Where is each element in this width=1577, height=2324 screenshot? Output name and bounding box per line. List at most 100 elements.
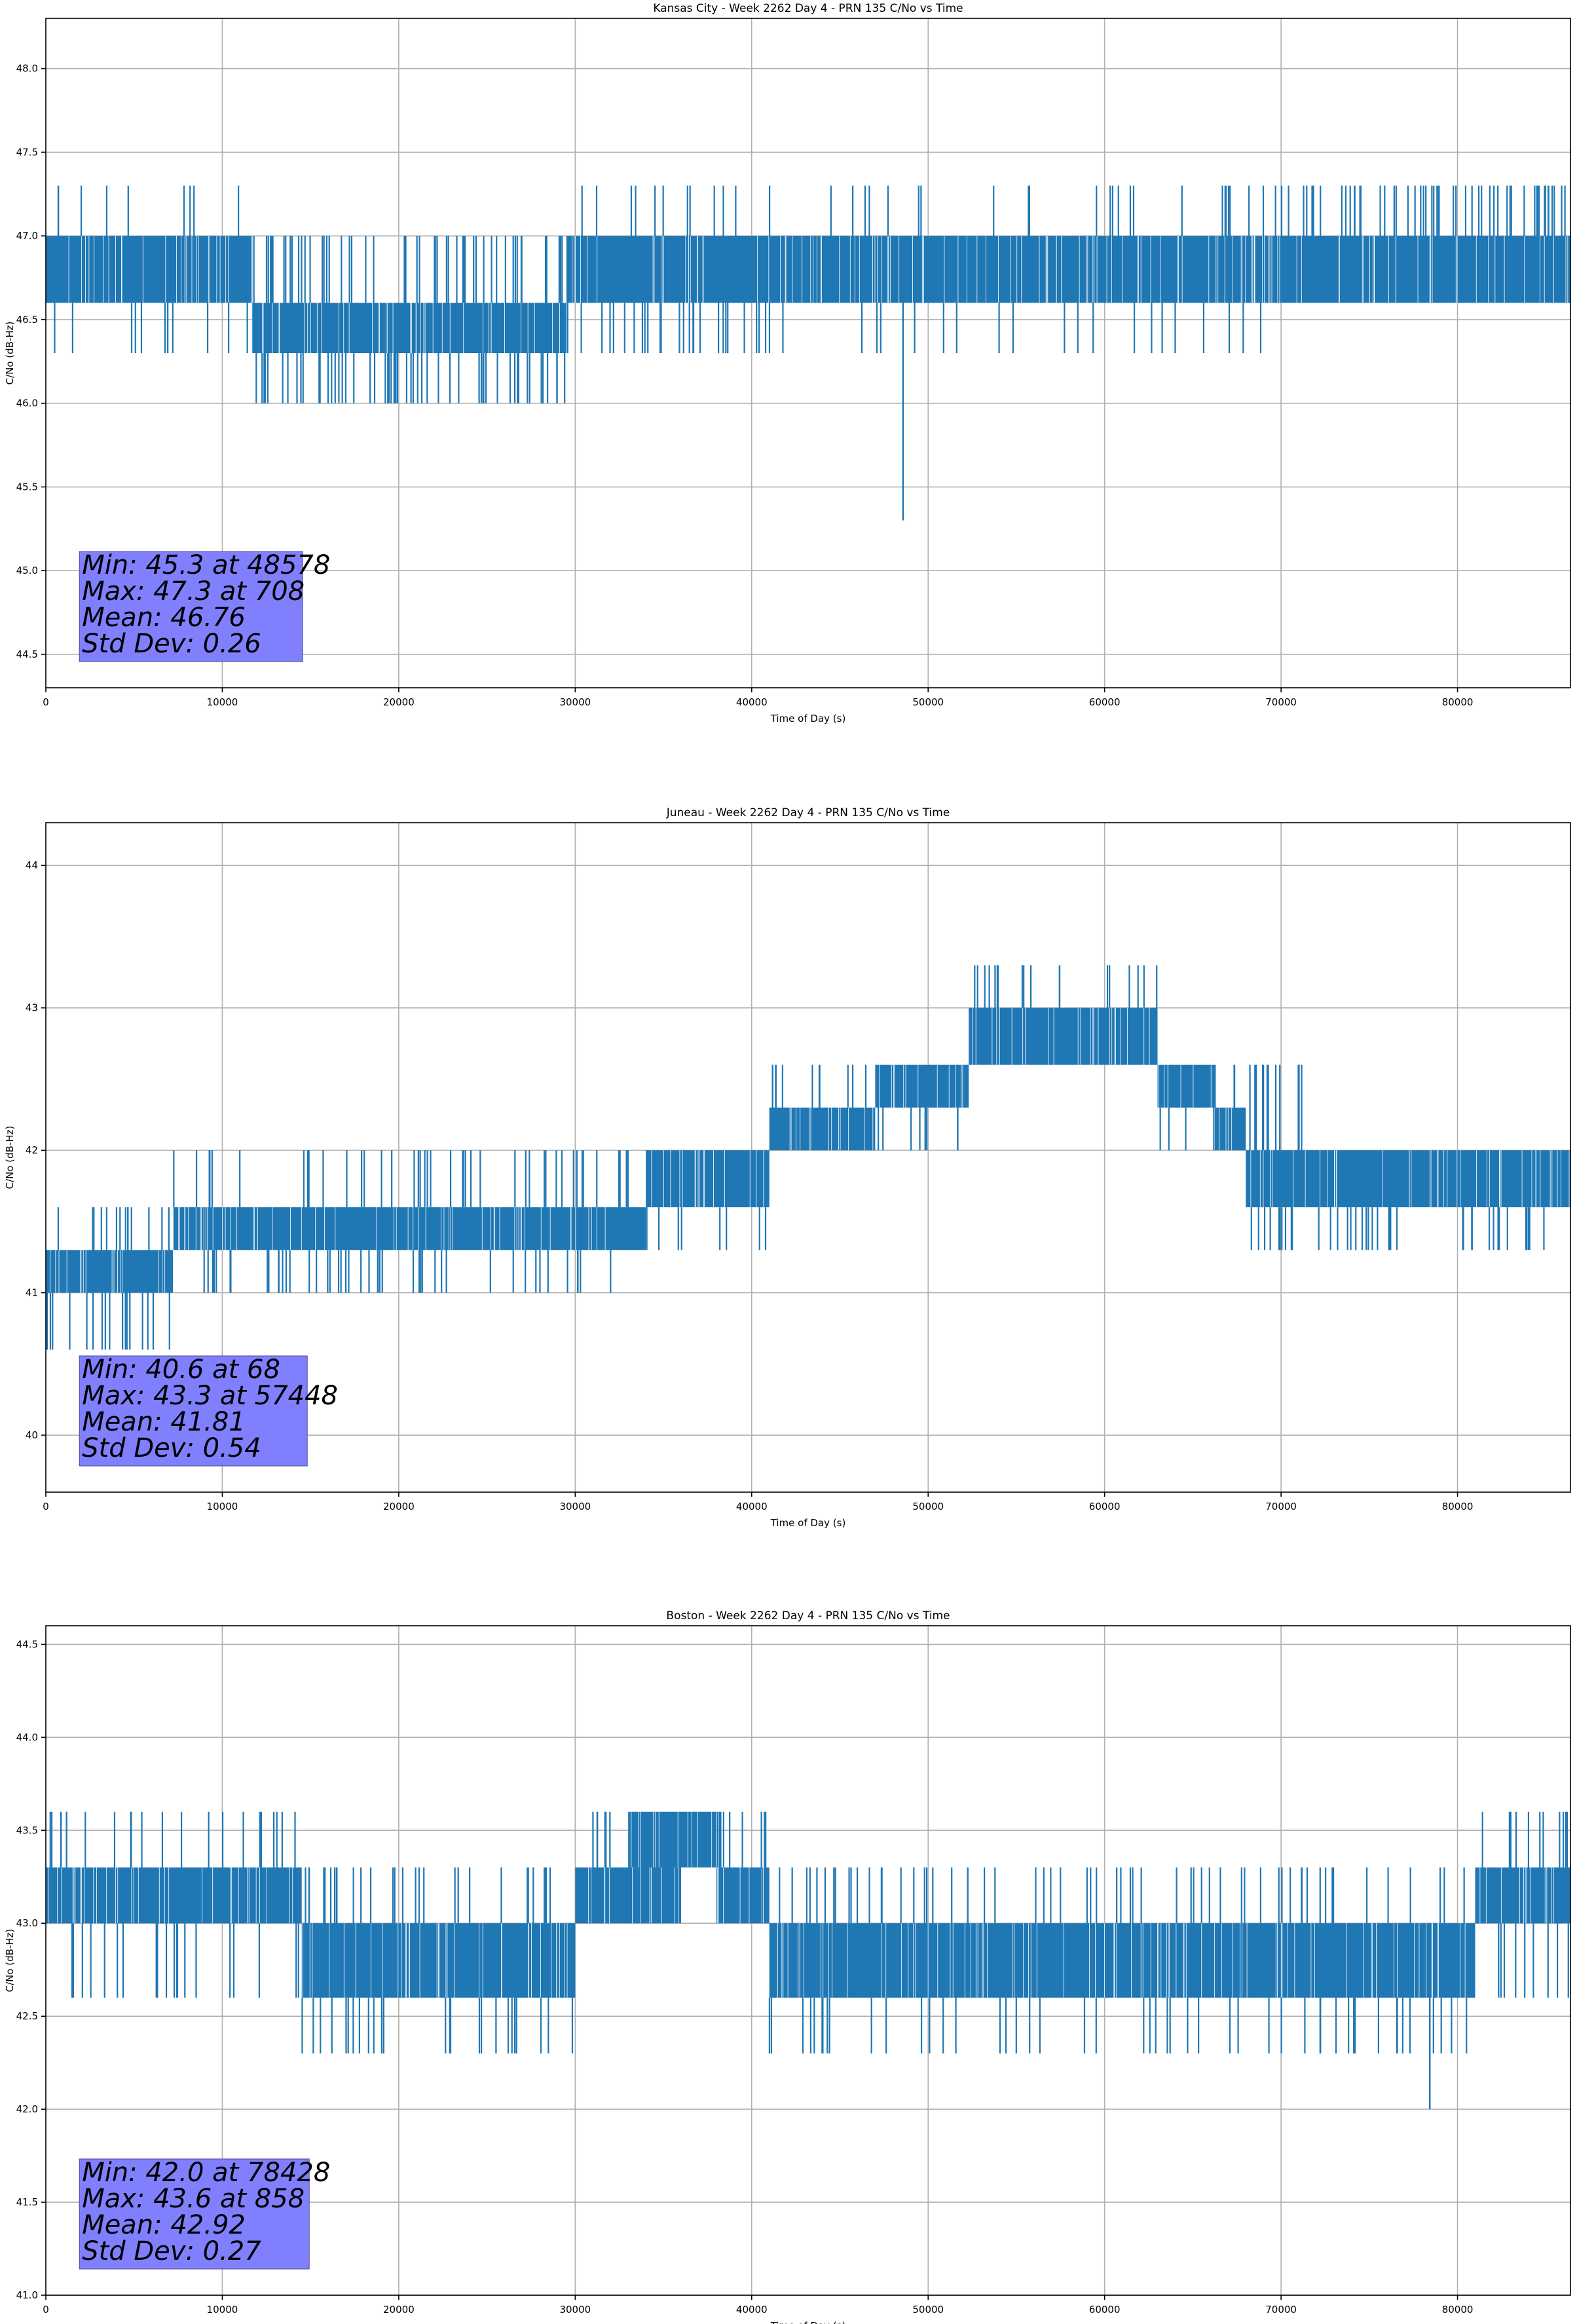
axes-frame <box>45 1625 1571 2296</box>
x-tick-label-6: 60000 <box>1089 696 1121 708</box>
x-tick-label-4: 40000 <box>736 2304 768 2315</box>
x-tick-label-6: 60000 <box>1089 2304 1121 2315</box>
x-tick-label-4: 40000 <box>736 696 768 708</box>
chart-1: 0 10000 20000 30000 40000 50000 60000 70000 8000… <box>4 806 1571 1529</box>
chart-2: 0 10000 20000 30000 40000 50000 60000 70000 8000… <box>4 1609 1571 2324</box>
x-tick-label-3: 30000 <box>559 696 591 708</box>
y-tick-label-4: 44 <box>26 859 38 871</box>
stats-line-2: Mean: 46.76 <box>82 603 246 633</box>
y-tick-label-4: 46.5 <box>16 314 38 326</box>
stats-line-0: Min: 40.6 at 68 <box>82 1355 280 1385</box>
y-tick-label-1: 45.0 <box>16 565 38 576</box>
y-tick-label-1: 41 <box>26 1287 38 1299</box>
y-axis-label: C/No (dB-Hz) <box>4 322 16 385</box>
x-tick-label-0: 0 <box>43 696 49 708</box>
x-tick-label-1: 10000 <box>207 1501 238 1512</box>
y-tick-label-2: 45.5 <box>16 481 38 493</box>
chart-title: Juneau - Week 2262 Day 4 - PRN 135 C/No … <box>666 806 950 819</box>
axes-frame <box>45 18 1571 688</box>
signal-band-0 <box>46 236 253 303</box>
y-tick-label-6: 44.0 <box>16 1731 38 1743</box>
signal-band-3 <box>628 1811 716 1868</box>
x-tick-label-3: 30000 <box>559 1501 591 1512</box>
stats-box <box>79 1355 308 1467</box>
stats-line-3: Std Dev: 0.27 <box>82 2236 261 2266</box>
y-tick-label-3: 42.5 <box>16 2010 38 2022</box>
signal-band-6 <box>1475 1867 1570 1924</box>
x-tick-label-6: 60000 <box>1089 1501 1121 1512</box>
stats-line-3: Std Dev: 0.54 <box>82 1433 261 1463</box>
x-axis-label: Time of Day (s) <box>770 1517 846 1529</box>
x-tick-label-7: 70000 <box>1265 2304 1297 2315</box>
stats-box <box>79 551 303 662</box>
chart-0: 0 10000 20000 30000 40000 50000 60000 70000 8000… <box>4 2 1571 724</box>
y-axis-label: C/No (dB-Hz) <box>4 1126 16 1190</box>
x-tick-label-3: 30000 <box>559 2304 591 2315</box>
series-line <box>46 965 1570 1350</box>
x-tick-label-0: 0 <box>43 2304 49 2315</box>
signal-band-4 <box>716 1867 770 1924</box>
y-tick-label-0: 44.5 <box>16 648 38 660</box>
stats-line-0: Min: 42.0 at 78428 <box>82 2158 330 2188</box>
y-tick-label-3: 46.0 <box>16 398 38 409</box>
signal-band-5 <box>969 1007 1158 1065</box>
stats-line-2: Mean: 42.92 <box>82 2210 246 2240</box>
signal-band-8 <box>1246 1150 1570 1208</box>
axes-frame <box>45 822 1571 1493</box>
signal-band-1 <box>252 303 316 353</box>
signal-band-6 <box>1157 1064 1216 1108</box>
signal-band-0 <box>46 1867 302 1924</box>
y-tick-label-0: 41.0 <box>16 2289 38 2301</box>
x-tick-label-8: 80000 <box>1442 2304 1474 2315</box>
stats-line-3: Std Dev: 0.26 <box>82 629 261 659</box>
stats-box <box>79 2158 310 2270</box>
y-axis-label: C/No (dB-Hz) <box>4 1929 16 1993</box>
y-tick-label-2: 42 <box>26 1144 38 1156</box>
x-axis-label: Time of Day (s) <box>770 2320 846 2324</box>
y-tick-label-7: 44.5 <box>16 1638 38 1650</box>
stats-line-1: Max: 47.3 at 708 <box>82 576 305 607</box>
stats-line-1: Max: 43.3 at 57448 <box>82 1381 338 1411</box>
x-tick-label-4: 40000 <box>736 1501 768 1512</box>
series-line <box>46 1811 1570 2110</box>
x-tick-label-1: 10000 <box>207 2304 238 2315</box>
signal-band-2 <box>316 303 566 353</box>
y-tick-label-7: 48.0 <box>16 63 38 75</box>
stats-line-2: Mean: 41.81 <box>82 1407 246 1437</box>
x-tick-label-2: 20000 <box>383 696 415 708</box>
y-tick-label-6: 47.5 <box>16 146 38 158</box>
signal-band-2 <box>575 1867 681 1924</box>
signal-band-7 <box>1215 1107 1246 1151</box>
x-tick-label-5: 50000 <box>912 2304 944 2315</box>
y-tick-label-4: 43.0 <box>16 1917 38 1929</box>
chart-title: Kansas City - Week 2262 Day 4 - PRN 135 … <box>653 2 963 15</box>
x-tick-label-2: 20000 <box>383 2304 415 2315</box>
y-tick-label-3: 43 <box>26 1002 38 1014</box>
x-tick-label-7: 70000 <box>1265 696 1297 708</box>
x-tick-label-0: 0 <box>43 1501 49 1512</box>
x-tick-label-7: 70000 <box>1265 1501 1297 1512</box>
series-line <box>46 185 1570 521</box>
x-tick-label-8: 80000 <box>1442 696 1474 708</box>
x-tick-label-5: 50000 <box>912 696 944 708</box>
x-tick-label-1: 10000 <box>207 696 238 708</box>
signal-band-3 <box>769 1107 876 1151</box>
signal-band-1 <box>173 1207 646 1250</box>
chart-title: Boston - Week 2262 Day 4 - PRN 135 C/No … <box>666 1609 950 1622</box>
signal-band-4 <box>875 1064 969 1108</box>
y-tick-label-5: 47.0 <box>16 230 38 242</box>
y-tick-label-0: 40 <box>26 1429 38 1441</box>
signal-band-3 <box>566 236 1570 303</box>
x-tick-label-8: 80000 <box>1442 1501 1474 1512</box>
stats-line-1: Max: 43.6 at 858 <box>82 2184 305 2214</box>
signal-band-5 <box>769 1923 1475 1998</box>
signal-band-0 <box>46 1250 173 1293</box>
stats-line-0: Min: 45.3 at 48578 <box>82 550 330 580</box>
x-axis-label: Time of Day (s) <box>770 713 846 724</box>
x-tick-label-5: 50000 <box>912 1501 944 1512</box>
x-tick-label-2: 20000 <box>383 1501 415 1512</box>
signal-band-2 <box>646 1150 770 1208</box>
y-tick-label-1: 41.5 <box>16 2196 38 2208</box>
y-tick-label-2: 42.0 <box>16 2103 38 2115</box>
